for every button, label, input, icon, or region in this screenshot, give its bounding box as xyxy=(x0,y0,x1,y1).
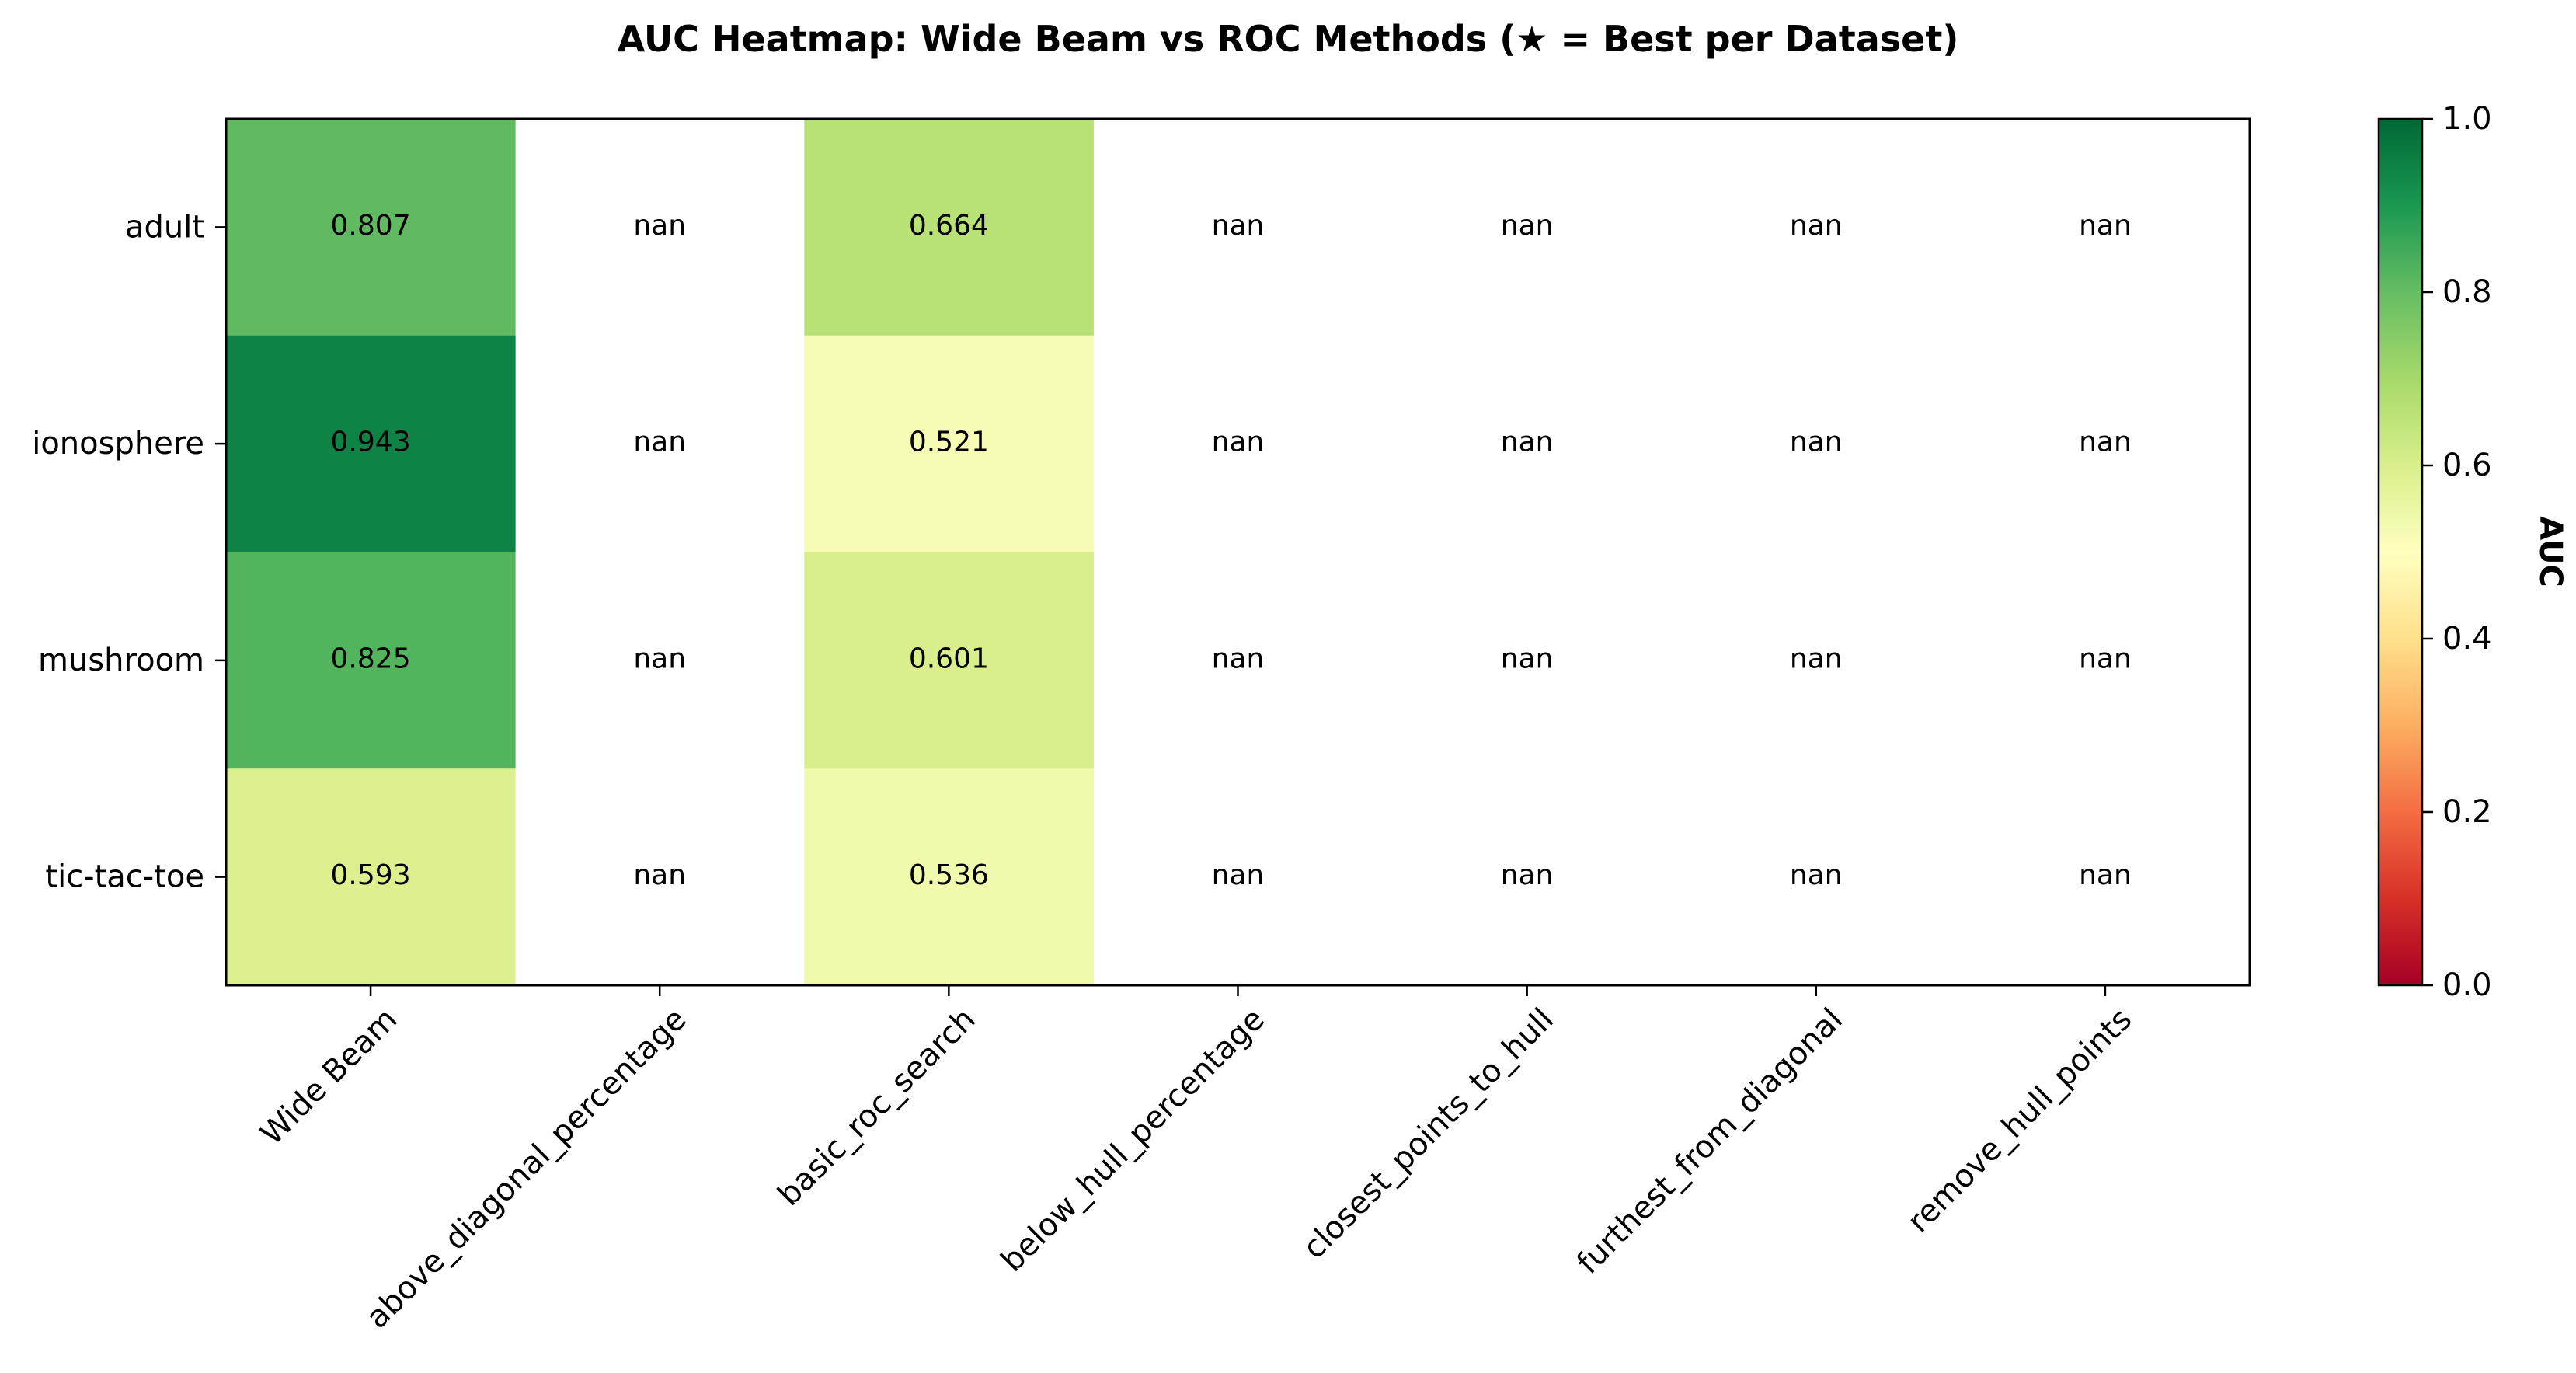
cell-value-label: nan xyxy=(2079,210,2132,242)
x-tick-label: remove_hull_points xyxy=(1901,1002,2139,1240)
cell-value-label: nan xyxy=(1501,643,1554,674)
cell-value-label: nan xyxy=(2079,859,2132,891)
colorbar-label: AUC xyxy=(2532,516,2568,587)
cell-value-label: 0.807 xyxy=(331,210,411,242)
cell-value-label: 0.664 xyxy=(909,210,989,242)
cell-value-label: nan xyxy=(1212,427,1265,458)
cell-value-label: nan xyxy=(633,427,686,458)
colorbar-tick-label: 0.8 xyxy=(2442,274,2492,310)
heatmap-cell xyxy=(226,552,516,769)
cell-value-label: nan xyxy=(1212,643,1265,674)
cell-value-label: nan xyxy=(1501,210,1554,242)
colorbar-tick-label: 0.2 xyxy=(2442,794,2492,830)
cell-value-label: nan xyxy=(2079,427,2132,458)
y-tick-label: mushroom xyxy=(38,643,204,678)
cell-value-label: nan xyxy=(1212,210,1265,242)
cell-value-label: 0.536 xyxy=(909,859,989,891)
y-tick-label: ionosphere xyxy=(32,426,204,462)
colorbar xyxy=(2377,117,2424,987)
x-tick-label: below_hull_percentage xyxy=(994,1002,1272,1279)
colorbar-axis: 0.0 0.2 0.4 0.6 0.8 1.0 xyxy=(2422,101,2492,1003)
colorbar-tick-label: 0.6 xyxy=(2442,448,2492,483)
heatmap-cell xyxy=(226,119,516,336)
colorbar-tick-label: 1.0 xyxy=(2442,101,2492,137)
heatmap-cells xyxy=(226,119,1094,986)
cell-value-label: 0.825 xyxy=(331,643,411,674)
cell-value-label: nan xyxy=(1501,427,1554,458)
chart-title: AUC Heatmap: Wide Beam vs ROC Methods (★… xyxy=(618,18,1959,60)
cell-value-label: nan xyxy=(1790,210,1843,242)
heatmap-cell-labels: 0.807 nan 0.664 nan nan nan nan 0.943 nan 0.521 na… xyxy=(331,210,2132,891)
cell-value-label: nan xyxy=(633,210,686,242)
cell-value-label: nan xyxy=(633,859,686,891)
cell-value-label: nan xyxy=(1790,643,1843,674)
x-tick-label: above_diagonal_percentage xyxy=(360,1002,694,1336)
cell-value-label: 0.593 xyxy=(331,859,411,891)
cell-value-label: nan xyxy=(1212,859,1265,891)
heatmap-cell xyxy=(226,335,516,552)
heatmap-frame xyxy=(225,117,2251,987)
x-tick-label: closest_points_to_hull xyxy=(1297,1002,1561,1266)
x-tick-label: basic_roc_search xyxy=(771,1002,983,1213)
heatmap-cell xyxy=(804,552,1094,769)
heatmap-cell xyxy=(226,768,516,986)
x-tick-label: Wide Beam xyxy=(254,1002,405,1152)
cell-value-label: nan xyxy=(2079,643,2132,674)
colorbar-tick-label: 0.0 xyxy=(2442,967,2492,1003)
cell-value-label: 0.601 xyxy=(909,643,989,674)
heatmap-cell xyxy=(804,119,1094,336)
colorbar-tick-label: 0.4 xyxy=(2442,621,2492,657)
heatmap-cell xyxy=(804,335,1094,552)
y-tick-label: adult xyxy=(125,209,204,245)
cell-value-label: nan xyxy=(633,643,686,674)
cell-value-label: nan xyxy=(1501,859,1554,891)
cell-value-label: 0.521 xyxy=(909,427,989,458)
y-axis: adult ionosphere mushroom tic-tac-toe xyxy=(32,209,226,895)
y-tick-label: tic-tac-toe xyxy=(45,859,204,895)
cell-value-label: nan xyxy=(1790,859,1843,891)
x-tick-label: furthest_from_diagonal xyxy=(1570,1002,1850,1281)
heatmap-cell xyxy=(804,768,1094,986)
cell-value-label: nan xyxy=(1790,427,1843,458)
cell-value-label: 0.943 xyxy=(331,427,411,458)
